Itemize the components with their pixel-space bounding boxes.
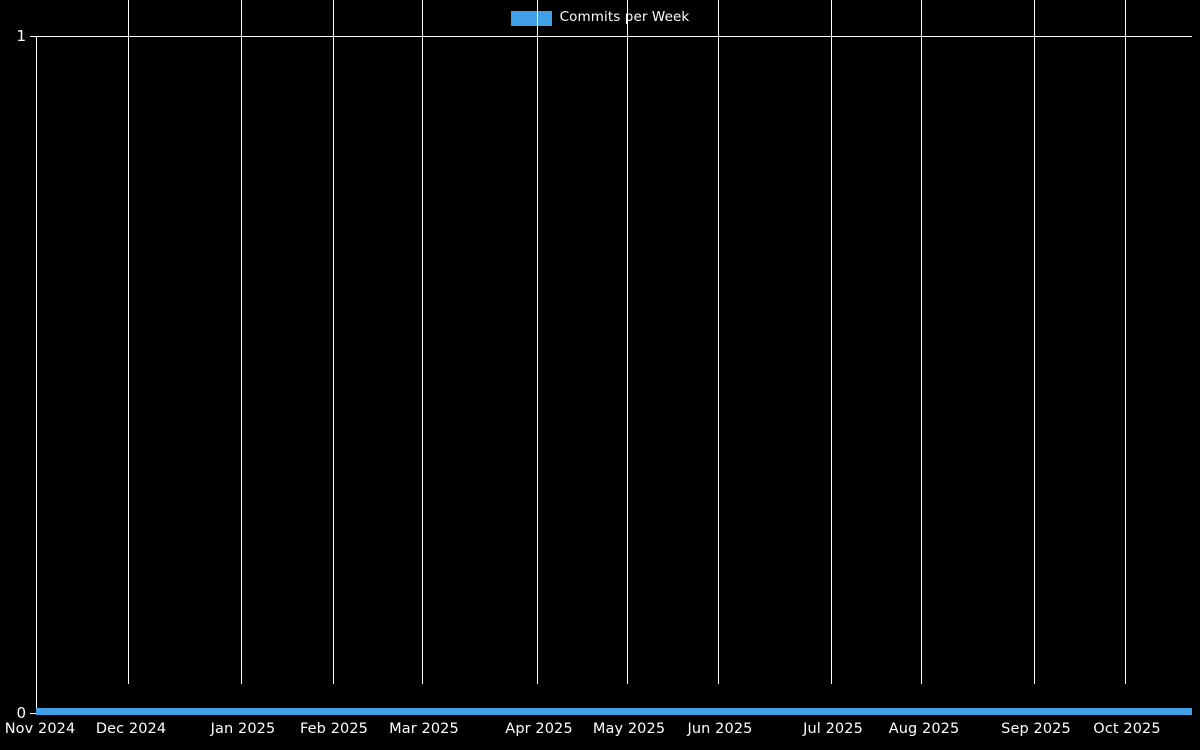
gridline-x-sep-2025 bbox=[1034, 0, 1035, 684]
plot-area bbox=[36, 36, 1192, 713]
x-tick-label-feb-2025: Feb 2025 bbox=[300, 721, 368, 737]
x-tick-label-jan-2025: Jan 2025 bbox=[210, 721, 276, 737]
x-tick-label-may-2025: May 2025 bbox=[592, 721, 666, 737]
gridline-x-apr-2025 bbox=[537, 0, 538, 684]
gridline-x-jul-2025 bbox=[831, 0, 832, 684]
gridline-x-feb-2025 bbox=[333, 0, 334, 684]
gridline-x-jun-2025 bbox=[718, 0, 719, 684]
gridline-x-mar-2025 bbox=[422, 0, 423, 684]
gridline-y-top bbox=[36, 36, 1192, 37]
legend-label-commits-per-week: Commits per Week bbox=[559, 9, 690, 26]
gridline-x-dec-2024 bbox=[128, 0, 129, 684]
x-tick-label-oct-2025: Oct 2025 bbox=[1093, 721, 1161, 737]
legend-item-commits-per-week[interactable]: Commits per Week bbox=[510, 9, 690, 26]
x-tick-label-dec-2024: Dec 2024 bbox=[95, 721, 167, 737]
gridline-x-jan-2025 bbox=[241, 0, 242, 684]
series-line-commits-per-week bbox=[36, 708, 1192, 715]
y-tick-mark-0 bbox=[30, 713, 36, 714]
gridline-x-may-2025 bbox=[627, 0, 628, 684]
y-tick-mark-1 bbox=[30, 36, 36, 37]
legend-swatch-commits-icon bbox=[510, 10, 552, 26]
x-tick-label-mar-2025: Mar 2025 bbox=[389, 721, 459, 737]
y-axis-line bbox=[36, 36, 37, 714]
gridline-x-oct-2025 bbox=[1125, 0, 1126, 684]
gridline-x-aug-2025 bbox=[921, 0, 922, 684]
x-tick-label-jun-2025: Jun 2025 bbox=[687, 721, 753, 737]
x-tick-label-aug-2025: Aug 2025 bbox=[888, 721, 960, 737]
x-tick-label-sep-2025: Sep 2025 bbox=[1001, 721, 1071, 737]
x-tick-label-apr-2025: Apr 2025 bbox=[505, 721, 573, 737]
y-tick-label-1: 1 bbox=[16, 27, 26, 45]
x-tick-label-nov-2024: Nov 2024 bbox=[4, 721, 76, 737]
chart-legend: Commits per Week bbox=[0, 6, 1200, 30]
x-tick-label-jul-2025: Jul 2025 bbox=[803, 721, 863, 737]
y-tick-label-0: 0 bbox=[16, 704, 26, 722]
